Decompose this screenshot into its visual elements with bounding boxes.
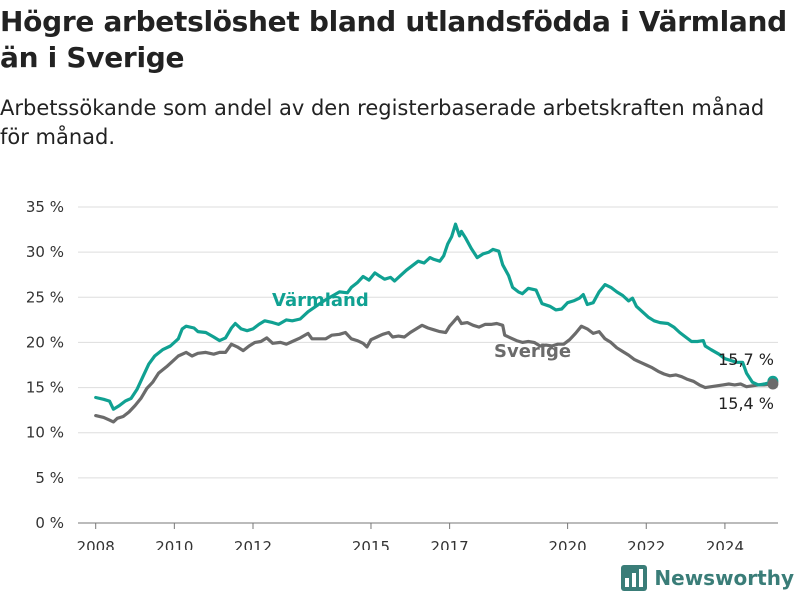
y-tick-label: 25 %: [26, 288, 64, 306]
bar-chart-icon: [621, 565, 648, 591]
end-marker: [767, 378, 779, 390]
y-tick-label: 35 %: [26, 198, 64, 216]
end-value-label: 15,7 %: [718, 350, 774, 369]
y-tick-label: 10 %: [26, 424, 64, 442]
y-tick-label: 20 %: [26, 333, 64, 351]
line-chart: 0 % 5 % 10 % 15 % 20 % 25 % 30 % 35 % 2008 2010 20…: [26, 198, 779, 550]
chart-subtitle: Arbetssökande som andel av den registerb…: [0, 96, 765, 149]
chart-title: Högre arbetslöshet bland utlandsfödda i …: [0, 5, 787, 74]
x-tick-label: 2015: [352, 538, 390, 550]
end-value-label: 15,4 %: [718, 394, 774, 413]
y-tick-label: 30 %: [26, 243, 64, 261]
series-label: Sverige: [494, 341, 571, 362]
x-tick-label: 2012: [234, 538, 272, 550]
y-tick-label: 5 %: [35, 469, 64, 487]
x-tick-label: 2010: [155, 538, 193, 550]
x-tick-label: 2024: [706, 538, 744, 550]
x-tick-label: 2020: [549, 538, 587, 550]
y-tick-label: 15 %: [26, 379, 64, 397]
x-tick-label: 2022: [627, 538, 665, 550]
x-tick-label: 2008: [77, 538, 115, 550]
series-line: [94, 315, 775, 424]
y-tick-label: 0 %: [35, 514, 64, 532]
x-tick-label: 2017: [431, 538, 469, 550]
brand-name: Newsworthy: [654, 566, 794, 590]
series-line: [94, 222, 775, 411]
brand-logo[interactable]: Newsworthy: [620, 564, 794, 592]
series-label: Värmland: [272, 290, 369, 311]
